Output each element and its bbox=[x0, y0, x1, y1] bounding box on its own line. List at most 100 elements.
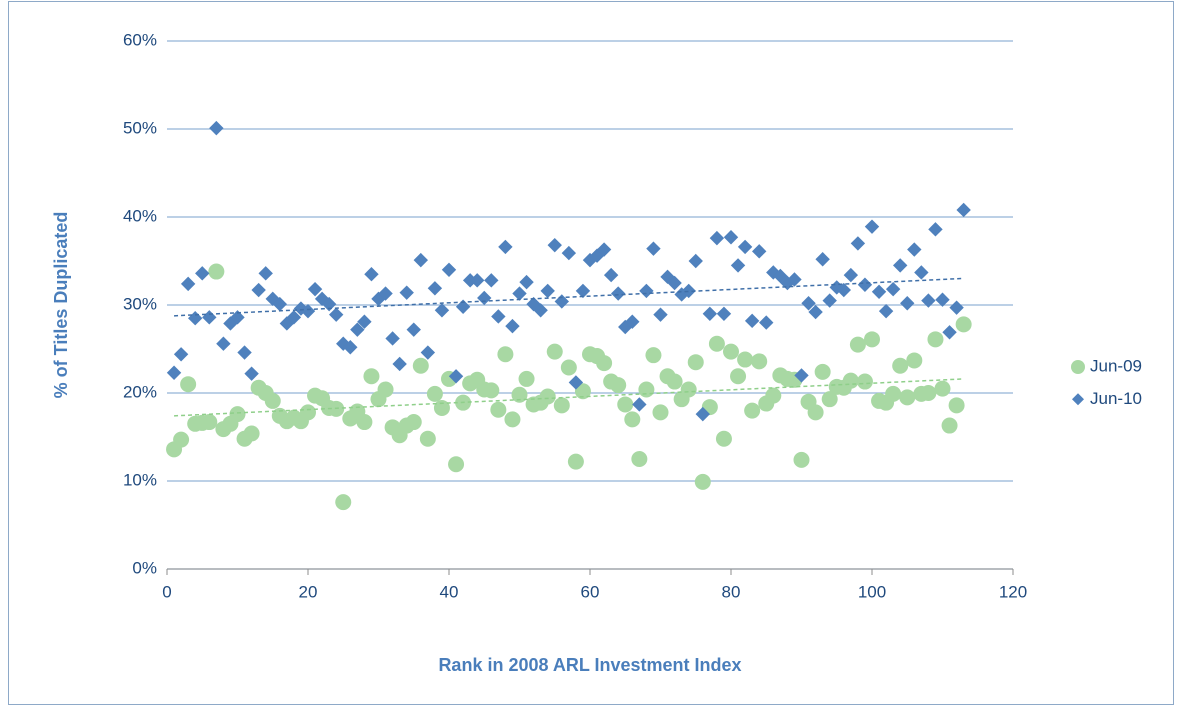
point bbox=[814, 363, 831, 380]
point bbox=[392, 356, 407, 372]
point bbox=[773, 268, 788, 284]
point bbox=[617, 396, 634, 413]
point bbox=[646, 241, 661, 256]
x-tick-label: 100 bbox=[858, 582, 886, 601]
point bbox=[272, 296, 287, 312]
point bbox=[201, 414, 218, 431]
legend-label: Jun-10 bbox=[1090, 389, 1142, 408]
y-tick-label: 20% bbox=[123, 382, 157, 401]
point bbox=[434, 303, 450, 318]
point bbox=[794, 368, 809, 383]
legend-marker bbox=[1071, 360, 1085, 374]
point bbox=[511, 386, 528, 403]
point bbox=[350, 322, 365, 337]
point bbox=[744, 402, 761, 419]
x-tick-label: 60 bbox=[581, 582, 600, 601]
point bbox=[631, 451, 648, 467]
point bbox=[611, 286, 626, 301]
point bbox=[680, 381, 697, 398]
point bbox=[505, 318, 520, 334]
point bbox=[357, 314, 372, 329]
point bbox=[610, 377, 627, 394]
x-tick-label: 0 bbox=[162, 582, 171, 601]
point bbox=[518, 370, 535, 387]
point bbox=[321, 296, 337, 312]
point bbox=[653, 307, 668, 322]
point bbox=[639, 283, 654, 299]
point bbox=[822, 293, 837, 308]
point bbox=[433, 399, 450, 416]
point bbox=[899, 389, 916, 406]
x-tick-label: 120 bbox=[999, 582, 1027, 601]
x-tick-label: 40 bbox=[440, 582, 459, 601]
trendline bbox=[174, 378, 964, 417]
point bbox=[723, 230, 739, 245]
point bbox=[173, 431, 190, 448]
point bbox=[406, 322, 421, 337]
y-axis-title: % of Titles Duplicated bbox=[51, 212, 71, 399]
point bbox=[251, 282, 266, 298]
point bbox=[455, 299, 471, 314]
point bbox=[752, 244, 767, 259]
point bbox=[638, 381, 655, 398]
point bbox=[955, 316, 972, 333]
point bbox=[596, 355, 613, 372]
point bbox=[857, 277, 873, 292]
point bbox=[264, 392, 281, 409]
point bbox=[243, 425, 260, 442]
point bbox=[928, 222, 943, 237]
point bbox=[427, 281, 443, 296]
point bbox=[759, 315, 774, 330]
point bbox=[195, 266, 210, 281]
point bbox=[716, 306, 732, 321]
point bbox=[632, 397, 647, 412]
point bbox=[765, 387, 782, 404]
point bbox=[907, 242, 922, 257]
point bbox=[660, 269, 675, 285]
point bbox=[849, 336, 866, 353]
point bbox=[856, 373, 873, 390]
point bbox=[885, 385, 902, 402]
point bbox=[378, 286, 393, 301]
point bbox=[329, 307, 344, 322]
point bbox=[807, 404, 824, 421]
point bbox=[300, 303, 316, 319]
point bbox=[363, 368, 380, 385]
point bbox=[483, 382, 500, 399]
point bbox=[237, 345, 252, 360]
trendline bbox=[174, 277, 964, 317]
point bbox=[540, 283, 555, 299]
point bbox=[864, 331, 880, 348]
point bbox=[942, 325, 957, 340]
point bbox=[723, 343, 739, 360]
point bbox=[180, 276, 196, 292]
point bbox=[787, 272, 802, 287]
point bbox=[652, 404, 669, 421]
point bbox=[364, 267, 379, 282]
point bbox=[497, 346, 514, 363]
point bbox=[695, 406, 710, 422]
point bbox=[850, 236, 866, 251]
point bbox=[603, 267, 619, 283]
point bbox=[801, 296, 816, 311]
point bbox=[836, 282, 851, 298]
point bbox=[180, 376, 197, 393]
x-axis-title: Rank in 2008 ARL Investment Index bbox=[438, 655, 741, 675]
point bbox=[694, 473, 711, 490]
point bbox=[491, 309, 506, 324]
point bbox=[385, 331, 400, 346]
point bbox=[547, 237, 562, 253]
point bbox=[526, 296, 541, 312]
point bbox=[596, 242, 612, 257]
point bbox=[941, 417, 958, 434]
point bbox=[539, 388, 556, 405]
y-tick-label: 0% bbox=[132, 558, 157, 577]
point bbox=[519, 274, 534, 290]
point bbox=[300, 404, 316, 421]
x-tick-label: 80 bbox=[722, 582, 741, 601]
point bbox=[744, 313, 760, 329]
point bbox=[751, 353, 768, 370]
point bbox=[821, 391, 838, 408]
point bbox=[448, 456, 465, 473]
